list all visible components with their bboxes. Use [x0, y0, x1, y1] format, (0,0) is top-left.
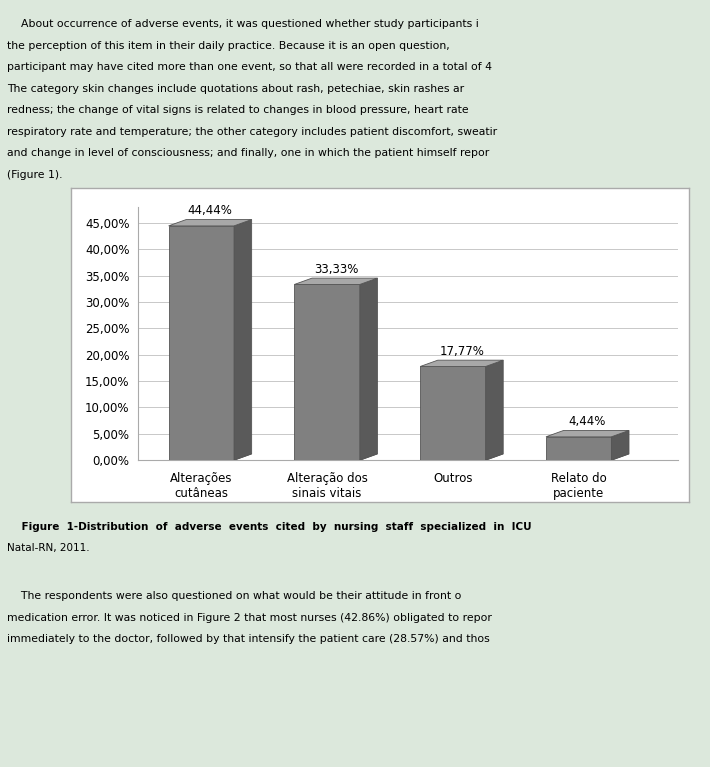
Text: Natal-RN, 2011.: Natal-RN, 2011.	[7, 543, 89, 553]
Polygon shape	[360, 278, 378, 460]
Polygon shape	[234, 454, 251, 460]
Polygon shape	[486, 360, 503, 460]
Text: The respondents were also questioned on what would be their attitude in front o: The respondents were also questioned on …	[7, 591, 462, 601]
Text: 33,33%: 33,33%	[314, 263, 358, 276]
Polygon shape	[546, 436, 611, 460]
Polygon shape	[420, 367, 486, 460]
Polygon shape	[611, 454, 629, 460]
Polygon shape	[295, 278, 378, 285]
Text: 44,44%: 44,44%	[187, 205, 233, 217]
Text: immediately to the doctor, followed by that intensify the patient care (28.57%) : immediately to the doctor, followed by t…	[7, 634, 490, 644]
Text: (Figure 1).: (Figure 1).	[7, 170, 62, 179]
Text: respiratory rate and temperature; the other category includes patient discomfort: respiratory rate and temperature; the ot…	[7, 127, 497, 137]
Text: 17,77%: 17,77%	[439, 345, 484, 358]
Polygon shape	[295, 285, 360, 460]
Polygon shape	[420, 360, 503, 367]
Polygon shape	[486, 454, 503, 460]
Polygon shape	[234, 219, 251, 460]
Polygon shape	[169, 219, 251, 225]
Polygon shape	[169, 225, 234, 460]
Text: participant may have cited more than one event, so that all were recorded in a t: participant may have cited more than one…	[7, 62, 492, 72]
Polygon shape	[611, 430, 629, 460]
Text: The category skin changes include quotations about rash, petechiae, skin rashes : The category skin changes include quotat…	[7, 84, 464, 94]
Polygon shape	[546, 430, 629, 436]
Text: 4,44%: 4,44%	[569, 416, 606, 428]
Text: About occurrence of adverse events, it was questioned whether study participants: About occurrence of adverse events, it w…	[7, 19, 479, 29]
Polygon shape	[360, 454, 378, 460]
Text: redness; the change of vital signs is related to changes in blood pressure, hear: redness; the change of vital signs is re…	[7, 105, 469, 115]
Text: and change in level of consciousness; and finally, one in which the patient hims: and change in level of consciousness; an…	[7, 148, 489, 158]
Text: medication error. It was noticed in Figure 2 that most nurses (42.86%) obligated: medication error. It was noticed in Figu…	[7, 613, 492, 623]
Text: the perception of this item in their daily practice. Because it is an open quest: the perception of this item in their dai…	[7, 41, 450, 51]
Text: Figure  1-Distribution  of  adverse  events  cited  by  nursing  staff  speciali: Figure 1-Distribution of adverse events …	[7, 522, 532, 532]
